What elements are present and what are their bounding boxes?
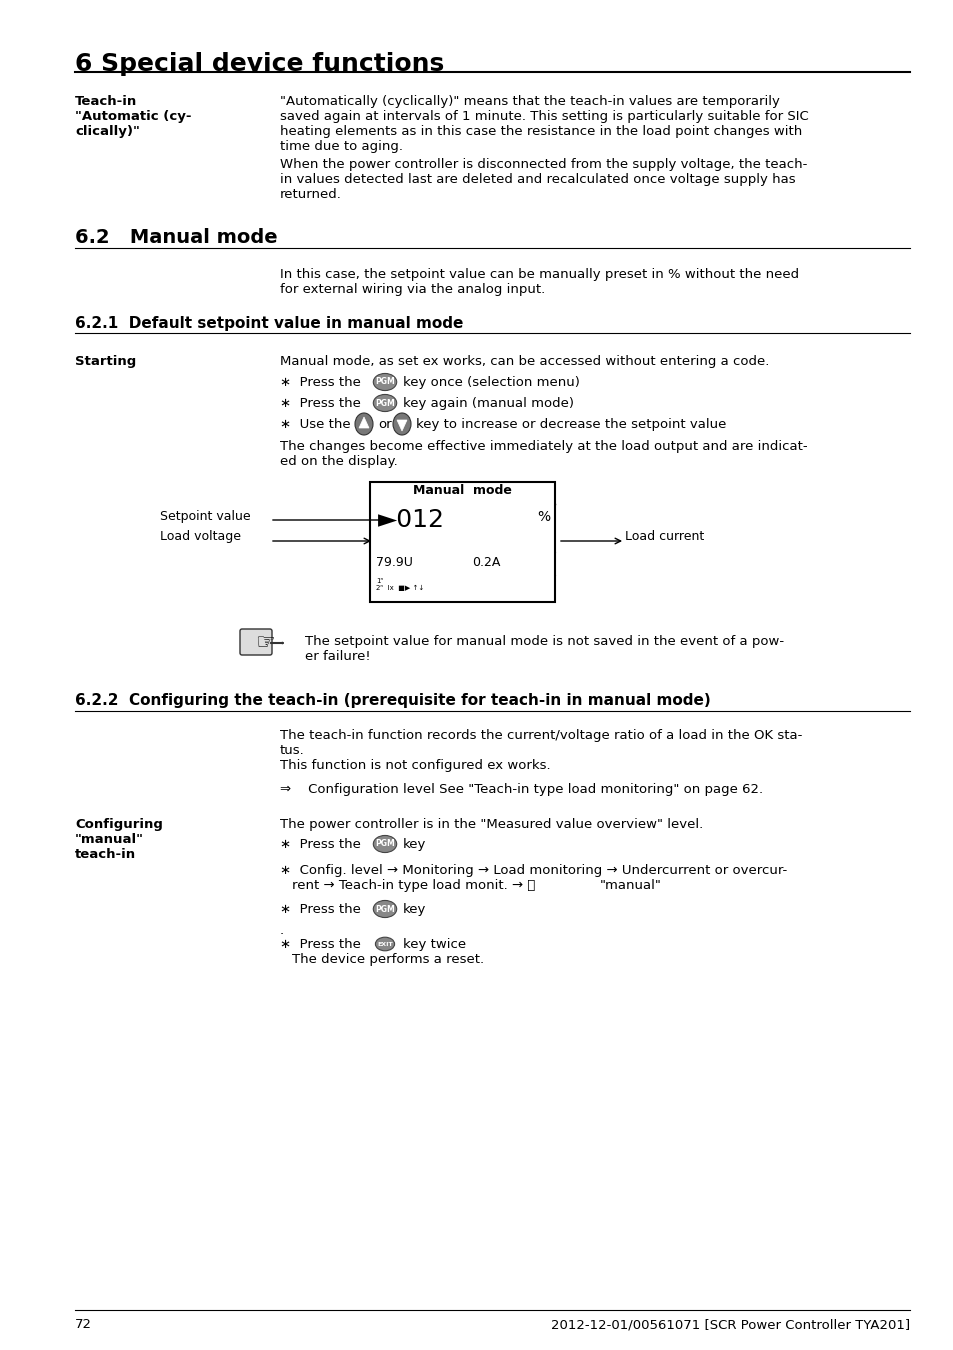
Ellipse shape [373, 374, 396, 390]
Polygon shape [396, 420, 407, 431]
Text: .: . [280, 923, 284, 937]
Text: time due to aging.: time due to aging. [280, 140, 402, 153]
Text: ►012: ►012 [377, 508, 444, 532]
Text: heating elements as in this case the resistance in the load point changes with: heating elements as in this case the res… [280, 126, 801, 138]
Text: ⇒    Configuration level See "Teach-in type load monitoring" on page 62.: ⇒ Configuration level See "Teach-in type… [280, 783, 762, 796]
Text: "manual": "manual" [75, 833, 144, 846]
Ellipse shape [393, 413, 411, 435]
Text: "Automatically (cyclically)" means that the teach-in values are temporarily: "Automatically (cyclically)" means that … [280, 95, 779, 108]
Text: 79.9U: 79.9U [375, 556, 413, 568]
Text: When the power controller is disconnected from the supply voltage, the teach-: When the power controller is disconnecte… [280, 158, 806, 171]
FancyBboxPatch shape [240, 629, 272, 655]
Text: The device performs a reset.: The device performs a reset. [292, 953, 483, 967]
Text: key: key [402, 903, 426, 917]
Text: %: % [537, 510, 550, 524]
Text: key again (manual mode): key again (manual mode) [402, 397, 574, 410]
Text: This function is not configured ex works.: This function is not configured ex works… [280, 759, 550, 772]
Ellipse shape [373, 836, 396, 853]
Text: in values detected last are deleted and recalculated once voltage supply has: in values detected last are deleted and … [280, 173, 795, 186]
Text: PGM: PGM [375, 904, 395, 914]
Text: ∗  Press the: ∗ Press the [280, 903, 360, 917]
Text: or: or [377, 418, 392, 431]
Text: 0.2A: 0.2A [472, 556, 500, 568]
Text: ∗  Press the: ∗ Press the [280, 838, 360, 850]
Text: 2012-12-01/00561071 [SCR Power Controller TYA201]: 2012-12-01/00561071 [SCR Power Controlle… [550, 1318, 909, 1331]
Text: ∗  Config. level → Monitoring → Load monitoring → Undercurrent or overcur-: ∗ Config. level → Monitoring → Load moni… [280, 864, 786, 878]
Text: The power controller is in the "Measured value overview" level.: The power controller is in the "Measured… [280, 818, 702, 832]
Text: "Automatic (cy-: "Automatic (cy- [75, 109, 192, 123]
Text: teach-in: teach-in [75, 848, 136, 861]
Text: tus.: tus. [280, 744, 304, 757]
Text: Setpoint value: Setpoint value [160, 510, 251, 522]
Text: key once (selection menu): key once (selection menu) [402, 377, 579, 389]
Text: Teach-in: Teach-in [75, 95, 137, 108]
Text: The setpoint value for manual mode is not saved in the event of a pow-: The setpoint value for manual mode is no… [305, 634, 783, 648]
Text: clically)": clically)" [75, 126, 140, 138]
Text: ∗  Press the: ∗ Press the [280, 397, 360, 410]
Text: 6 Special device functions: 6 Special device functions [75, 53, 444, 76]
Text: The changes become effective immediately at the load output and are indicat-: The changes become effective immediately… [280, 440, 807, 454]
Text: Load current: Load current [624, 531, 703, 543]
Text: In this case, the setpoint value can be manually preset in % without the need: In this case, the setpoint value can be … [280, 269, 799, 281]
Text: The teach-in function records the current/voltage ratio of a load in the OK sta-: The teach-in function records the curren… [280, 729, 801, 742]
Ellipse shape [375, 937, 395, 950]
Text: 6.2   Manual mode: 6.2 Manual mode [75, 228, 277, 247]
Text: PGM: PGM [375, 378, 395, 386]
Text: key to increase or decrease the setpoint value: key to increase or decrease the setpoint… [416, 418, 725, 431]
Text: ∗  Press the: ∗ Press the [280, 377, 360, 389]
Text: saved again at intervals of 1 minute. This setting is particularly suitable for : saved again at intervals of 1 minute. Th… [280, 109, 808, 123]
Text: Configuring: Configuring [75, 818, 163, 832]
Text: 72: 72 [75, 1318, 91, 1331]
Text: Manual mode, as set ex works, can be accessed without entering a code.: Manual mode, as set ex works, can be acc… [280, 355, 768, 369]
Text: ∗  Press the: ∗ Press the [280, 938, 360, 950]
Text: 6.2.1  Default setpoint value in manual mode: 6.2.1 Default setpoint value in manual m… [75, 316, 463, 331]
Text: ☞: ☞ [254, 633, 274, 653]
Text: er failure!: er failure! [305, 649, 370, 663]
Text: key: key [402, 838, 426, 850]
Ellipse shape [355, 413, 373, 435]
Text: 6.2.2  Configuring the teach-in (prerequisite for teach-in in manual mode): 6.2.2 Configuring the teach-in (prerequi… [75, 693, 710, 707]
Text: EXIT: EXIT [376, 941, 393, 946]
Text: Load voltage: Load voltage [160, 531, 241, 543]
Polygon shape [358, 417, 369, 428]
Text: key twice: key twice [402, 938, 466, 950]
Ellipse shape [373, 900, 396, 918]
Text: "manual": "manual" [599, 879, 661, 892]
Text: Starting: Starting [75, 355, 136, 369]
Text: rent → Teach-in type load monit. → ⫰: rent → Teach-in type load monit. → ⫰ [292, 879, 535, 892]
Ellipse shape [373, 394, 396, 412]
Text: PGM: PGM [375, 398, 395, 408]
Text: for external wiring via the analog input.: for external wiring via the analog input… [280, 284, 545, 296]
Text: PGM: PGM [375, 840, 395, 849]
Text: Manual  mode: Manual mode [413, 485, 512, 497]
Text: 1ⁿ
2ⁿ  Ix  ■▶ ↑↓: 1ⁿ 2ⁿ Ix ■▶ ↑↓ [375, 578, 424, 591]
Text: returned.: returned. [280, 188, 341, 201]
Text: ∗  Use the: ∗ Use the [280, 418, 351, 431]
Text: ed on the display.: ed on the display. [280, 455, 397, 468]
FancyBboxPatch shape [370, 482, 555, 602]
